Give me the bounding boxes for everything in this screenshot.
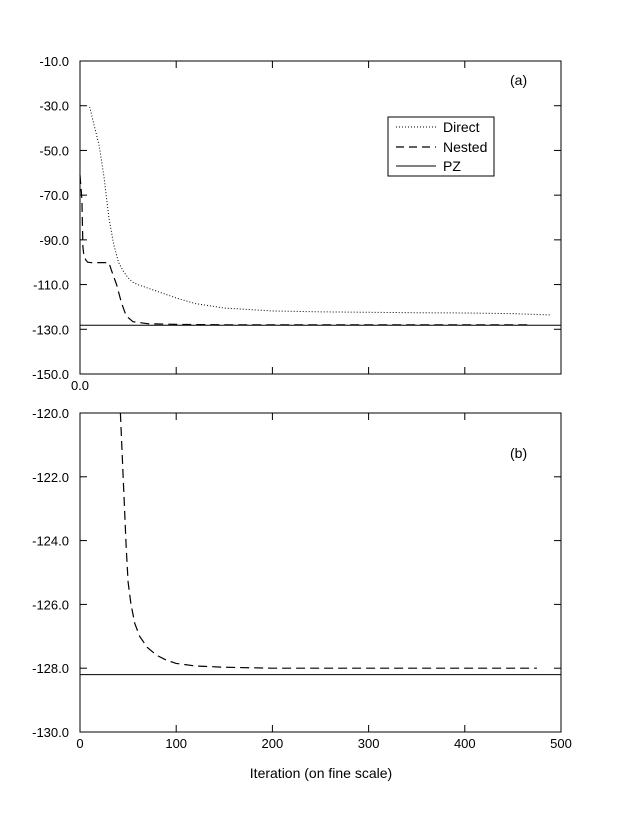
panel-b-y-axis: -120.0 -122.0 -124.0 -126.0 -128.0 -130.0 [32, 406, 561, 740]
panel-a: -10.0 -30.0 -50.0 -70.0 -90.0 -110.0 -130.0 -15… [32, 54, 562, 393]
panel-b-label: (b) [510, 445, 527, 461]
y-tick-label: -130.0 [32, 322, 69, 337]
panel-b-x-axis: 0 100 200 300 400 500 [76, 413, 572, 751]
panel-a-label: (a) [510, 72, 527, 88]
x-tick-label: 500 [550, 736, 572, 751]
series-line-dashed-0 [119, 412, 537, 669]
y-tick-label: -120.0 [32, 406, 69, 421]
legend-label-nested: Nested [443, 139, 487, 155]
legend: Direct Nested PZ [387, 116, 495, 177]
x-axis-title: Iteration (on fine scale) [250, 765, 392, 781]
y-tick-label: -10.0 [39, 54, 69, 69]
y-tick-label: -128.0 [32, 661, 69, 676]
series-line-nested [79, 174, 533, 326]
panel-a-frame [79, 60, 562, 375]
y-tick-label: -30.0 [39, 99, 69, 114]
y-tick-label: -90.0 [39, 233, 69, 248]
y-tick-label: -50.0 [39, 143, 69, 158]
y-tick-label: -110.0 [33, 278, 69, 293]
panel-b-series [80, 412, 561, 676]
y-tick-label: -70.0 [39, 188, 69, 203]
panel-b-frame [79, 412, 562, 733]
panel-a-y-axis: -10.0 -30.0 -50.0 -70.0 -90.0 -110.0 -130.0 -15… [32, 54, 561, 382]
x-tick-label: 300 [358, 736, 380, 751]
y-tick-label: -122.0 [32, 470, 69, 485]
legend-label-direct: Direct [443, 119, 480, 135]
y-tick-label: -150.0 [32, 367, 69, 382]
x-tick-label: 200 [262, 736, 284, 751]
panel-a-series [79, 106, 561, 326]
panel-b: -120.0 -122.0 -124.0 -126.0 -128.0 -130.0 0 10… [32, 406, 572, 781]
x-tick-label: 100 [165, 736, 187, 751]
y-tick-label: -130.0 [32, 725, 69, 740]
y-tick-label: -126.0 [32, 597, 69, 612]
x-tick-label: 0 [76, 736, 83, 751]
series-line-direct [89, 106, 552, 316]
y-tick-label: -124.0 [32, 534, 69, 549]
panel-a-x-axis: 0.0 [71, 61, 562, 393]
legend-label-pz: PZ [443, 158, 461, 174]
legend-box [387, 116, 495, 177]
x-tick-label: 400 [454, 736, 476, 751]
x-tick-label: 0.0 [71, 378, 89, 393]
